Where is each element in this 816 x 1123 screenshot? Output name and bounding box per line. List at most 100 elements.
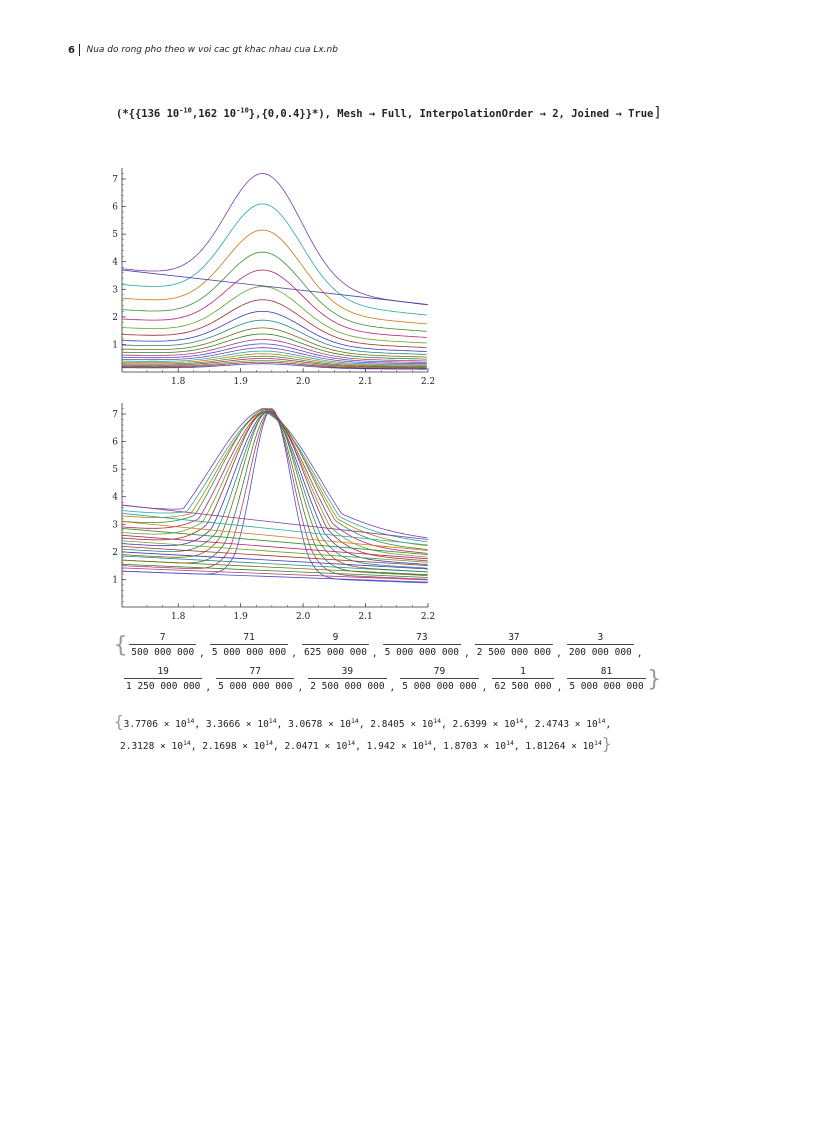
comma: ,: [358, 719, 371, 731]
y-tick-label: 7: [112, 410, 118, 420]
curve-series: [121, 410, 428, 558]
number-value: 3.3666 × 1014: [205, 717, 277, 731]
y-tick-label: 1: [112, 340, 118, 350]
curve-series: [121, 311, 427, 352]
curve-series: [121, 327, 427, 358]
x-tick-label: 1.8: [171, 612, 186, 622]
x-tick-label: 2.2: [421, 612, 435, 622]
exponent: 14: [597, 717, 606, 725]
comma: ,: [276, 719, 289, 731]
times-ten: × 10: [236, 741, 266, 753]
number-value: 2.4743 × 1014: [535, 717, 606, 730]
fraction: 39 2 500 000 000: [308, 666, 387, 692]
comma: ,: [190, 741, 203, 753]
straight-line-series: [121, 555, 429, 573]
comma: ,: [513, 741, 526, 753]
fraction-numerator: 73: [416, 632, 428, 643]
curve-series: [121, 410, 428, 547]
curve-series: [121, 203, 427, 316]
straight-line-series: [121, 534, 429, 560]
x-tick-label: 2.1: [358, 377, 372, 387]
number-value: 1.942 × 1014: [366, 739, 432, 753]
mantissa: 3.3666: [205, 719, 241, 731]
comma: ,: [371, 648, 378, 659]
page-header: 6 Nua do rong pho theo w voi cac gt khac…: [68, 44, 338, 56]
curve-series: [121, 410, 428, 569]
open-brace: {: [114, 632, 128, 658]
y-tick-label: 3: [112, 520, 118, 530]
exponent: 14: [594, 739, 602, 748]
fraction: 79 5 000 000 000: [400, 666, 479, 692]
straight-line-series: [121, 567, 429, 581]
comma: ,: [464, 648, 470, 659]
curve-series: [121, 408, 428, 539]
mantissa: 1.81264: [525, 741, 566, 753]
fraction-denominator: 200 000 000: [566, 644, 634, 658]
y-tick-label: 4: [112, 258, 118, 268]
comma: ,: [205, 682, 212, 693]
curve-series: [122, 339, 427, 362]
plot-1: 1.8 1.9 2.0 2.1 2.2 1 2 3 4 5 6 7: [108, 160, 448, 392]
notebook-title: Nua do rong pho theo w voi cac gt khac n…: [86, 45, 338, 55]
mantissa: 2.0471: [284, 741, 319, 753]
times-ten: × 10: [395, 741, 424, 753]
fraction: 3 200 000 000: [566, 632, 634, 658]
straight-line-series: [121, 540, 429, 563]
straight-line-series: [121, 269, 429, 305]
straight-line-series: [121, 570, 429, 583]
mantissa: 2.8405: [370, 719, 405, 731]
fractions-row-1: {7 500 000 000, 71 5 000 000 000, 9 625 000 0…: [114, 628, 661, 662]
straight-line-series: [121, 512, 429, 546]
fraction: 71 5 000 000 000: [209, 632, 289, 658]
fraction-denominator: 2 500 000 000: [474, 644, 554, 658]
y-tick-label: 4: [112, 493, 118, 503]
mantissa: 1.8703: [443, 741, 478, 753]
mantissa: 1.942: [366, 741, 396, 753]
straight-line-series: [121, 504, 429, 540]
comma: ,: [194, 719, 206, 731]
y-tick-label: 5: [112, 230, 118, 240]
y-tick-label: 1: [112, 575, 118, 585]
exponent: 14: [433, 717, 442, 725]
fraction-denominator: 5 000 000 000: [209, 644, 289, 658]
code-exponent-2: -10: [236, 106, 249, 115]
code-line[interactable]: (*{{136 10-10,162 10-10},{0,0.4}}*), Mes…: [116, 105, 662, 121]
fraction: 7 500 000 000: [129, 632, 197, 658]
curve-series: [122, 355, 427, 368]
fraction-denominator: 5 000 000 000: [382, 644, 462, 658]
number-value: 1.81264 × 1014: [525, 739, 602, 753]
number-value: 2.6399 × 1014: [453, 717, 524, 730]
fractions-output: {7 500 000 000, 71 5 000 000 000, 9 625 000 0…: [114, 628, 661, 696]
curve-series: [121, 286, 427, 344]
fraction-denominator: 1 250 000 000: [124, 678, 203, 692]
fraction-numerator: 77: [249, 666, 261, 677]
exponent: 14: [506, 739, 514, 748]
curve-series: [122, 361, 427, 369]
y-tick-label: 7: [112, 175, 118, 185]
number-value: 1.8703 × 1014: [443, 739, 514, 753]
times-ten: × 10: [318, 741, 348, 753]
x-tick-label: 1.8: [171, 377, 186, 387]
x-tick-label: 1.9: [233, 612, 248, 622]
fraction-denominator: 5 000 000 000: [400, 678, 479, 692]
fraction: 81 5 000 000 000: [567, 666, 646, 692]
y-tick-label: 6: [112, 203, 118, 213]
times-ten: × 10: [154, 741, 183, 753]
x-tick-label: 1.9: [233, 377, 248, 387]
code-mid: ,162 10: [191, 108, 237, 120]
comma: ,: [556, 648, 562, 659]
fraction-denominator: 62 500 000: [492, 678, 554, 692]
comma: ,: [523, 719, 535, 731]
straight-line-series: [121, 559, 429, 576]
fraction-denominator: 5 000 000 000: [567, 678, 646, 692]
code-suffix: },{0,0.4}}*), Mesh → Full, Interpolation…: [248, 108, 654, 120]
straight-line-series: [121, 563, 429, 578]
number-value: 2.0471 × 1014: [284, 739, 355, 753]
numbers-row-2: 2.3128 × 1014, 2.1698 × 1014, 2.0471 × 1…: [114, 734, 612, 756]
y-tick-label: 2: [112, 548, 118, 558]
curve-series: [121, 333, 427, 360]
fraction-numerator: 9: [332, 632, 339, 643]
times-ten: × 10: [157, 719, 187, 731]
curve-series: [121, 229, 427, 325]
times-ten: × 10: [404, 719, 434, 731]
